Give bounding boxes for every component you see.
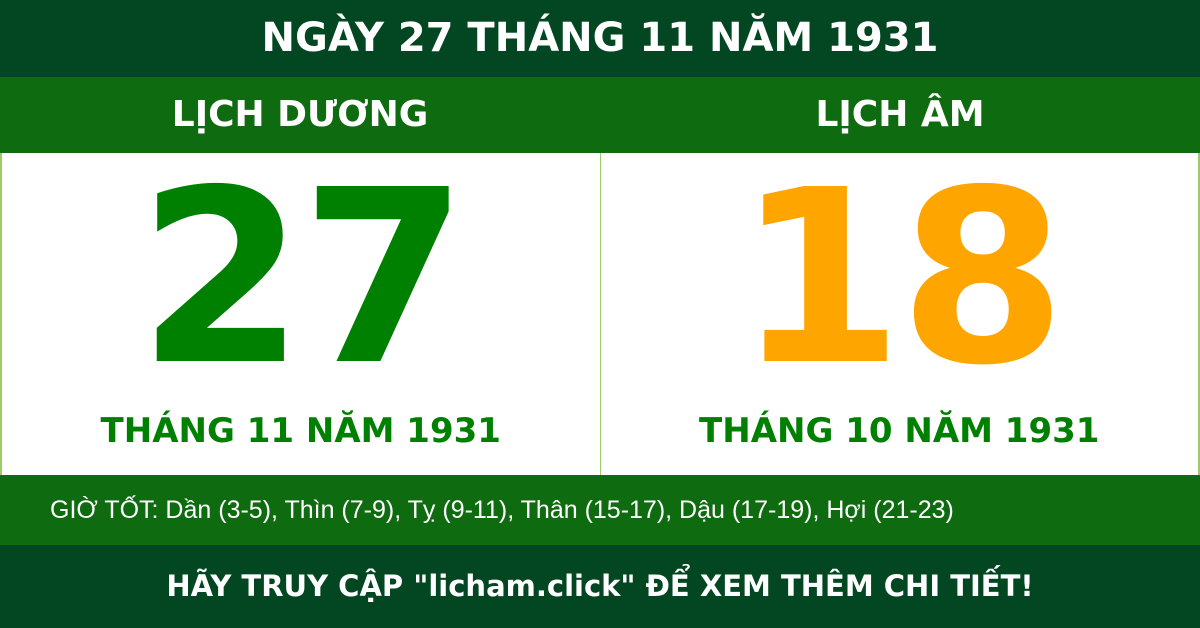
date-panel: 27 THÁNG 11 NĂM 1931 18 THÁNG 10 NĂM 193… <box>0 153 1200 475</box>
page-title: NGÀY 27 THÁNG 11 NĂM 1931 <box>0 0 1200 77</box>
good-hours: GIỜ TỐT: Dần (3-5), Thìn (7-9), Tỵ (9-11… <box>0 475 1200 545</box>
lunar-month-year: THÁNG 10 NĂM 1931 <box>699 411 1100 451</box>
footer-cta: HÃY TRUY CẬP "licham.click" ĐỂ XEM THÊM … <box>0 545 1200 628</box>
lunar-label: LỊCH ÂM <box>815 94 985 135</box>
lunar-day: 18 <box>736 153 1066 418</box>
column-headers: LỊCH DƯƠNG LỊCH ÂM <box>0 77 1200 153</box>
lunar-column: 18 THÁNG 10 NĂM 1931 <box>599 153 1199 475</box>
solar-column: 27 THÁNG 11 NĂM 1931 <box>2 153 600 475</box>
solar-month-year: THÁNG 11 NĂM 1931 <box>100 411 501 451</box>
solar-label: LỊCH DƯƠNG <box>171 94 429 135</box>
solar-day: 27 <box>137 153 468 418</box>
